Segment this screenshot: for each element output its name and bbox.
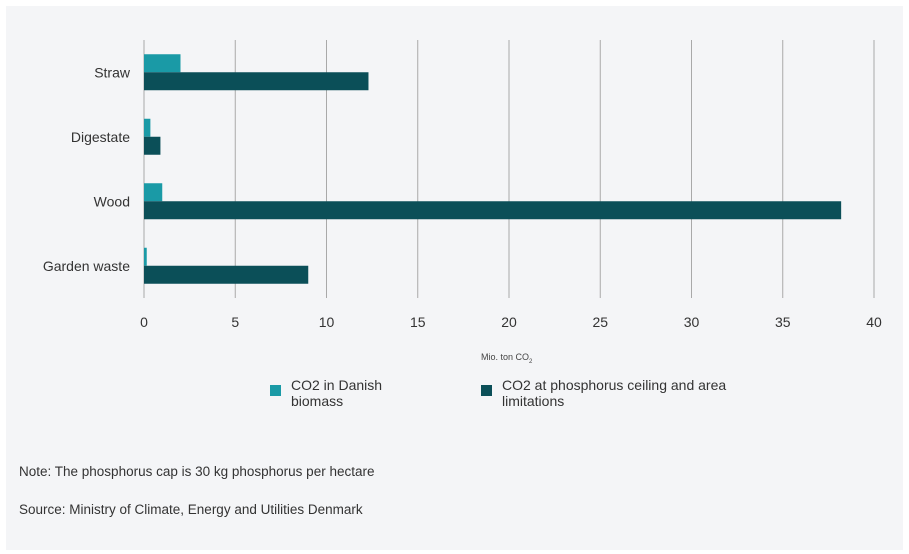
x-tick-label: 40 xyxy=(866,314,882,330)
bar xyxy=(144,183,163,202)
y-category-label: Garden waste xyxy=(43,258,130,274)
source-text: Source: Ministry of Climate, Energy and … xyxy=(19,502,363,517)
x-tick-label: 5 xyxy=(231,314,239,330)
bar xyxy=(144,136,161,155)
x-tick-label: 10 xyxy=(319,314,335,330)
bar xyxy=(144,72,369,91)
legend-label-phosphorus-ceiling: CO2 at phosphorus ceiling and area limita… xyxy=(502,377,727,409)
legend-label-danish-biomass: CO2 in Danish biomass xyxy=(291,377,383,409)
x-tick-label: 0 xyxy=(140,314,148,330)
y-category-label: Digestate xyxy=(71,129,130,145)
legend-item-phosphorus-ceiling: CO2 at phosphorus ceiling and area limita… xyxy=(481,377,726,409)
legend-swatch-danish-biomass xyxy=(270,385,281,396)
x-tick-label: 25 xyxy=(592,314,608,330)
legend-item-danish-biomass: CO2 in Danish biomass xyxy=(270,377,382,409)
x-tick-label: 35 xyxy=(775,314,791,330)
bar xyxy=(144,54,181,73)
bar xyxy=(144,118,151,137)
bar xyxy=(144,201,842,220)
legend-swatch-phosphorus-ceiling xyxy=(481,385,492,396)
note-text: Note: The phosphorus cap is 30 kg phosph… xyxy=(19,464,375,479)
x-tick-label: 20 xyxy=(501,314,517,330)
x-tick-label: 30 xyxy=(684,314,700,330)
x-tick-label: 15 xyxy=(410,314,426,330)
y-category-label: Straw xyxy=(94,64,131,80)
y-category-label: Wood xyxy=(94,193,130,209)
x-axis-unit-label: Mio. ton CO2 xyxy=(481,352,533,365)
bar xyxy=(144,265,309,284)
bar xyxy=(144,247,147,266)
